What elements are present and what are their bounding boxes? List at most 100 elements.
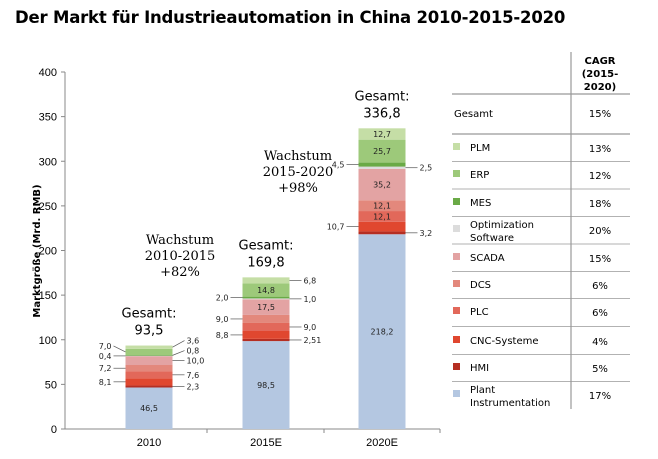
bar-segment-scada: [125, 356, 173, 366]
legend-label: HMI: [470, 363, 489, 374]
segment-value-label: 46,5: [140, 404, 158, 413]
leader-line: [113, 345, 126, 353]
leader-line: [172, 350, 185, 356]
bar-segment-plant-instrumentation: [358, 234, 406, 429]
table-total-label: Gesamt: [454, 109, 493, 120]
total-value: 93,5: [135, 324, 164, 339]
segment-value-label: 10,7: [327, 223, 345, 232]
cagr-value: 17%: [589, 391, 611, 402]
legend-label: MES: [470, 198, 491, 209]
bar-segment-dcs: [125, 365, 173, 372]
bar-segment-dcs: [242, 314, 290, 323]
total-label: Gesamt:: [355, 89, 410, 104]
bar-segment-erp: [125, 348, 173, 356]
segment-value-label: 0,8: [187, 347, 200, 356]
bar-segment-plm: [358, 128, 406, 140]
legend-label: DCS: [470, 280, 491, 291]
segment-value-label: 12,1: [373, 212, 391, 221]
segment-value-label: 2,51: [304, 336, 322, 345]
y-tick-label: 300: [39, 156, 57, 168]
y-tick-label: 200: [39, 246, 57, 258]
cagr-value: 6%: [592, 281, 608, 292]
bar-segment-optimization-software: [358, 166, 406, 169]
legend-label: Plant: [470, 385, 495, 396]
segment-value-label: 4,5: [332, 161, 345, 170]
cagr-value: 4%: [592, 337, 608, 348]
bar-segment-cnc-systeme: [125, 378, 173, 386]
bar-segment-optimization-software: [125, 355, 173, 357]
bar-segment-plc: [358, 211, 406, 222]
bar-segment-mes: [125, 355, 173, 356]
y-tick-label: 50: [45, 379, 57, 391]
y-tick-label: 400: [39, 67, 57, 79]
segment-value-label: 9,0: [216, 315, 229, 324]
leader-line: [172, 340, 185, 348]
cagr-value: 12%: [589, 171, 611, 182]
segment-value-label: 25,7: [373, 147, 391, 156]
cagr-value: 18%: [589, 199, 611, 210]
cagr-header: (2015-: [582, 69, 619, 80]
cagr-value: 20%: [589, 226, 611, 237]
segment-value-label: 8,1: [99, 378, 112, 387]
growth-annotation-line3: +82%: [160, 265, 200, 280]
segment-value-label: 10,0: [187, 357, 205, 366]
total-label: Gesamt:: [239, 238, 294, 253]
bar-segment-optimization-software: [242, 298, 290, 300]
segment-value-label: 218,2: [371, 328, 394, 337]
bar-segment-cnc-systeme: [242, 330, 290, 339]
legend-label: Software: [470, 233, 514, 244]
legend-label: SCADA: [470, 253, 505, 264]
legend-label: Instrumentation: [470, 398, 550, 409]
bar-segment-hmi: [358, 231, 406, 235]
bar-segment-plc: [242, 322, 290, 331]
legend-label: CNC-Systeme: [470, 336, 539, 347]
bar-segment-plant-instrumentation: [242, 341, 290, 429]
bar-segment-erp: [358, 139, 406, 163]
legend-label: PLM: [470, 143, 490, 154]
segment-value-label: 14,8: [257, 286, 275, 295]
y-axis-label: Marktgröße (Mrd. RMB): [32, 184, 43, 317]
legend-label: ERP: [470, 170, 489, 181]
total-value: 336,8: [363, 106, 400, 121]
y-tick-label: 350: [39, 112, 57, 124]
segment-value-label: 0,4: [99, 352, 112, 361]
legend-swatch-plm: [453, 143, 460, 150]
legend-swatch-dcs: [453, 280, 460, 287]
cagr-value: 6%: [592, 308, 608, 319]
cagr-value: 15%: [589, 254, 611, 265]
bar-segment-hmi: [242, 338, 290, 342]
legend-swatch-plant-instrumentation: [453, 390, 460, 397]
legend-swatch-plc: [453, 307, 460, 314]
segment-value-label: 2,0: [216, 294, 229, 303]
bar-segment-erp: [242, 283, 290, 297]
bar-segment-plm: [125, 345, 173, 349]
y-tick-label: 250: [39, 201, 57, 213]
segment-value-label: 6,8: [304, 276, 317, 285]
segment-value-label: 1,0: [304, 295, 317, 304]
legend-label: PLC: [470, 307, 489, 318]
growth-annotation-line3: +98%: [278, 181, 318, 196]
x-tick-label: 2015E: [250, 437, 282, 449]
growth-annotation-line2: 2015-2020: [263, 165, 334, 180]
legend-swatch-optimization-software: [453, 225, 460, 232]
segment-value-label: 3,2: [420, 229, 433, 238]
segment-value-label: 12,1: [373, 202, 391, 211]
x-tick-label: 2010: [137, 437, 161, 449]
growth-annotation-line1: Wachstum: [264, 149, 332, 164]
bar-segment-plant-instrumentation: [125, 387, 173, 429]
legend-swatch-hmi: [453, 363, 460, 370]
bar-segment-scada: [242, 299, 290, 315]
segment-value-label: 7,0: [99, 342, 112, 351]
segment-value-label: 98,5: [257, 381, 275, 390]
growth-annotation-line1: Wachstum: [146, 233, 214, 248]
legend-swatch-cnc-systeme: [453, 336, 460, 343]
segment-value-label: 2,5: [420, 164, 433, 173]
bar-segment-dcs: [358, 200, 406, 212]
segment-value-label: 9,0: [304, 323, 317, 332]
growth-annotation-line2: 2010-2015: [145, 249, 216, 264]
legend-label: Optimization: [470, 220, 534, 231]
segment-value-label: 8,8: [216, 331, 229, 340]
cagr-header: 2020): [584, 82, 616, 93]
x-tick-label: 2020E: [366, 437, 398, 449]
segment-value-label: 3,6: [187, 337, 200, 346]
